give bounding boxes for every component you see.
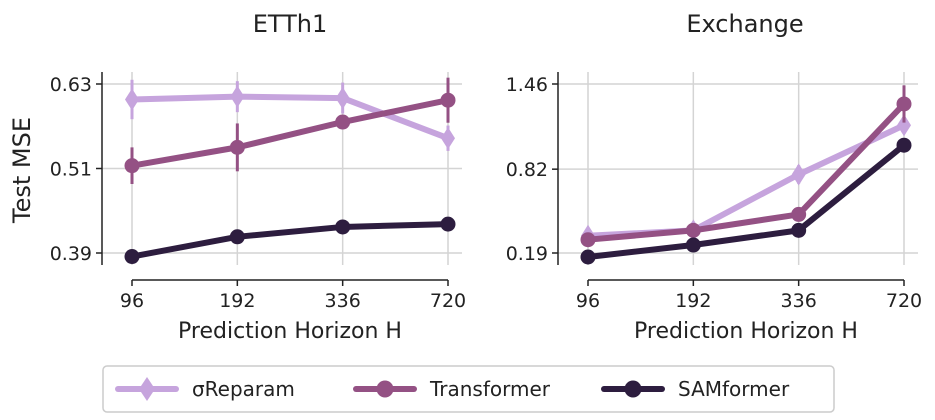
y-axis-label: Test MSE — [8, 117, 36, 224]
series-samformer — [580, 137, 912, 265]
legend: σReparam Transformer SAMformer — [102, 365, 835, 413]
y-tick-label: 0.19 — [506, 243, 548, 265]
y-tick-label: 0.39 — [50, 243, 92, 265]
series-line — [129, 93, 451, 142]
series-samformer — [124, 216, 456, 265]
chart-panel-exchange: Exchange 0.19 0.82 1.46 96 192 336 720 Predic… — [506, 10, 922, 344]
legend-item-sigma-reparam: σReparam — [115, 377, 295, 401]
y-ticks: 0.19 0.82 1.46 — [506, 74, 558, 265]
data-point — [440, 92, 456, 108]
data-point — [897, 114, 911, 137]
x-tick-label: 720 — [886, 290, 922, 312]
data-point — [580, 249, 596, 265]
data-point — [335, 114, 351, 130]
data-point — [896, 96, 912, 112]
x-tick-label: 96 — [120, 290, 144, 312]
series-layer — [124, 77, 456, 265]
y-tick-label: 0.51 — [50, 159, 92, 181]
data-point — [230, 85, 245, 108]
data-point — [580, 232, 596, 248]
x-axis-label: Prediction Horizon H — [178, 319, 402, 344]
legend-item-samformer: SAMformer — [601, 377, 790, 401]
data-point — [229, 229, 245, 245]
legend-label: SAMformer — [678, 377, 790, 401]
y-tick-label: 0.82 — [506, 159, 548, 181]
series-line — [585, 142, 907, 260]
data-point — [335, 219, 351, 235]
data-point — [791, 222, 807, 238]
data-point — [124, 249, 140, 265]
data-point — [124, 158, 140, 174]
x-tick-label: 336 — [781, 290, 817, 312]
chart-title: ETTh1 — [253, 10, 328, 38]
x-tick-label: 720 — [430, 290, 466, 312]
x-tick-label: 336 — [325, 290, 361, 312]
legend-item-transformer: Transformer — [353, 377, 551, 401]
y-tick-label: 1.46 — [506, 74, 548, 96]
x-axis-label: Prediction Horizon H — [634, 319, 858, 344]
data-point — [685, 222, 701, 238]
data-point — [440, 216, 456, 232]
series-transformer — [580, 85, 912, 248]
y-tick-label: 0.63 — [50, 74, 92, 96]
x-tick-label: 192 — [675, 290, 711, 312]
series-line — [129, 221, 451, 260]
legend-label: σReparam — [192, 377, 295, 401]
chart-panel-etth1: ETTh1 0.39 0.51 0.63 96 192 336 720 Predictio… — [50, 10, 466, 344]
series-transformer — [124, 77, 456, 184]
legend-marker — [624, 380, 642, 398]
y-ticks: 0.39 0.51 0.63 — [50, 74, 102, 265]
x-ticks: 96 192 336 720 — [120, 280, 466, 312]
series-line — [129, 97, 451, 169]
legend-frame — [102, 365, 835, 413]
data-point — [335, 87, 350, 110]
data-point — [125, 88, 139, 111]
data-point — [896, 137, 912, 153]
x-ticks: 96 192 336 720 — [576, 280, 922, 312]
series-layer — [580, 85, 912, 265]
series-sigma-reparam — [125, 79, 455, 151]
chart-title: Exchange — [686, 10, 803, 38]
legend-label: Transformer — [429, 377, 551, 401]
data-point — [791, 163, 806, 186]
data-point — [685, 237, 701, 253]
legend-marker — [376, 380, 394, 398]
x-tick-label: 192 — [219, 290, 255, 312]
x-tick-label: 96 — [576, 290, 600, 312]
series-line — [585, 100, 907, 243]
data-point — [791, 206, 807, 222]
grid — [101, 72, 462, 281]
legend-marker — [139, 377, 155, 401]
data-point — [229, 139, 245, 155]
data-point — [441, 127, 455, 150]
